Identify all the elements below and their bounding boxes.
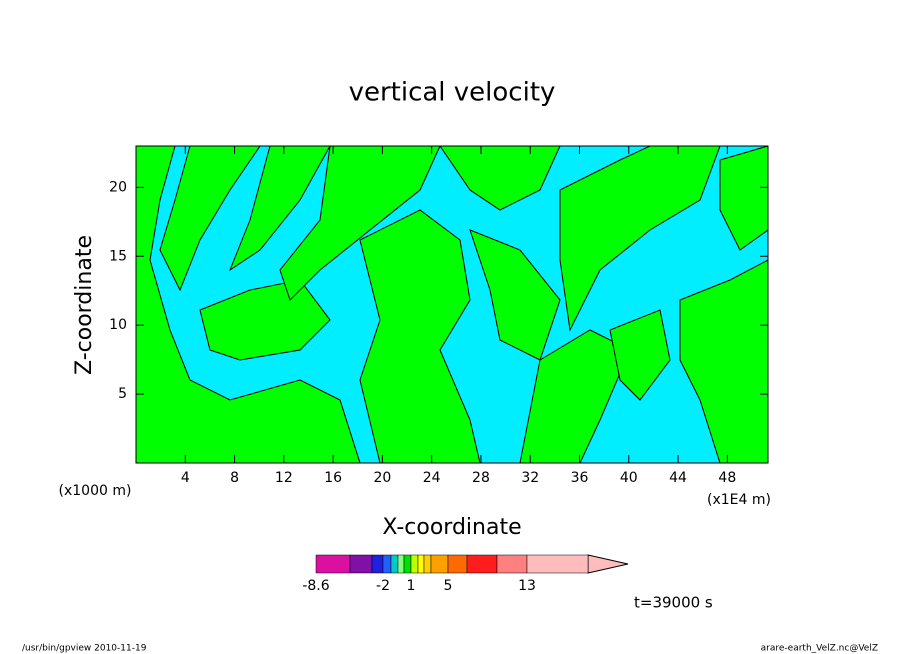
x-tick-label: 32 xyxy=(521,470,539,486)
colorbar-segment xyxy=(526,554,589,574)
colorbar-segment xyxy=(397,554,405,574)
contour-region xyxy=(439,146,561,211)
footer-right: arare-earth_VelZ.nc@VelZ xyxy=(761,644,878,654)
x-axis-title: X-coordinate xyxy=(382,515,521,540)
x-tick-label: 36 xyxy=(571,470,589,486)
x-tick-label: 12 xyxy=(275,470,293,486)
y-axis-title: Z-coordinate xyxy=(72,235,97,375)
contour-region xyxy=(679,259,768,463)
colorbar-segment xyxy=(417,554,425,574)
contour-region xyxy=(159,146,261,292)
contour-region xyxy=(136,146,361,463)
y-tick-label: 20 xyxy=(109,179,127,195)
contour-region xyxy=(359,209,481,463)
x-tick-label: 40 xyxy=(620,470,638,486)
y-tick-label: 10 xyxy=(109,317,127,333)
colorbar-segment xyxy=(403,554,412,574)
colorbar-extend xyxy=(587,554,629,574)
colorbar-segment xyxy=(371,554,384,574)
x-tick-label: 4 xyxy=(181,470,190,486)
x-tick-label: 48 xyxy=(718,470,736,486)
y-unit: (x1000 m) xyxy=(59,483,132,499)
x-tick-label: 8 xyxy=(230,470,239,486)
contour-region xyxy=(279,146,441,301)
contour-region xyxy=(199,279,331,361)
x-tick-label: 44 xyxy=(669,470,687,486)
x-tick-label: 16 xyxy=(324,470,342,486)
colorbar-label: -8.6 xyxy=(302,578,329,594)
colorbar-segment xyxy=(466,554,498,574)
colorbar-segment xyxy=(382,554,392,574)
colorbar-segment xyxy=(423,554,432,574)
colorbar-segment xyxy=(430,554,449,574)
y-tick-label: 15 xyxy=(109,248,127,264)
x-tick-label: 24 xyxy=(423,470,441,486)
colorbar-segment xyxy=(410,554,419,574)
colorbar-label: 5 xyxy=(444,578,453,594)
colorbar-segment xyxy=(390,554,399,574)
footer-left: /usr/bin/gpview 2010-11-19 xyxy=(22,644,147,654)
contour-region xyxy=(519,329,631,463)
contour-region xyxy=(228,146,331,272)
colorbar-segment xyxy=(315,554,351,574)
contour-region xyxy=(719,146,768,251)
x-tick-label: 20 xyxy=(373,470,391,486)
x-unit: (x1E4 m) xyxy=(707,492,771,508)
chart-title: vertical velocity xyxy=(349,78,556,108)
colorbar-label: 1 xyxy=(407,578,416,594)
plot-frame xyxy=(135,145,769,464)
colorbar-segment xyxy=(349,554,373,574)
x-tick-label: 28 xyxy=(472,470,490,486)
colorbar-label: -2 xyxy=(376,578,390,594)
contour-region xyxy=(609,309,671,401)
y-tick-label: 5 xyxy=(118,386,127,402)
colorbar-segment xyxy=(496,554,528,574)
colorbar-segment xyxy=(447,554,468,574)
colorbar-label: 13 xyxy=(518,578,536,594)
contour-field xyxy=(136,146,768,463)
time-label: t=39000 s xyxy=(634,594,713,612)
contour-region xyxy=(559,146,721,332)
